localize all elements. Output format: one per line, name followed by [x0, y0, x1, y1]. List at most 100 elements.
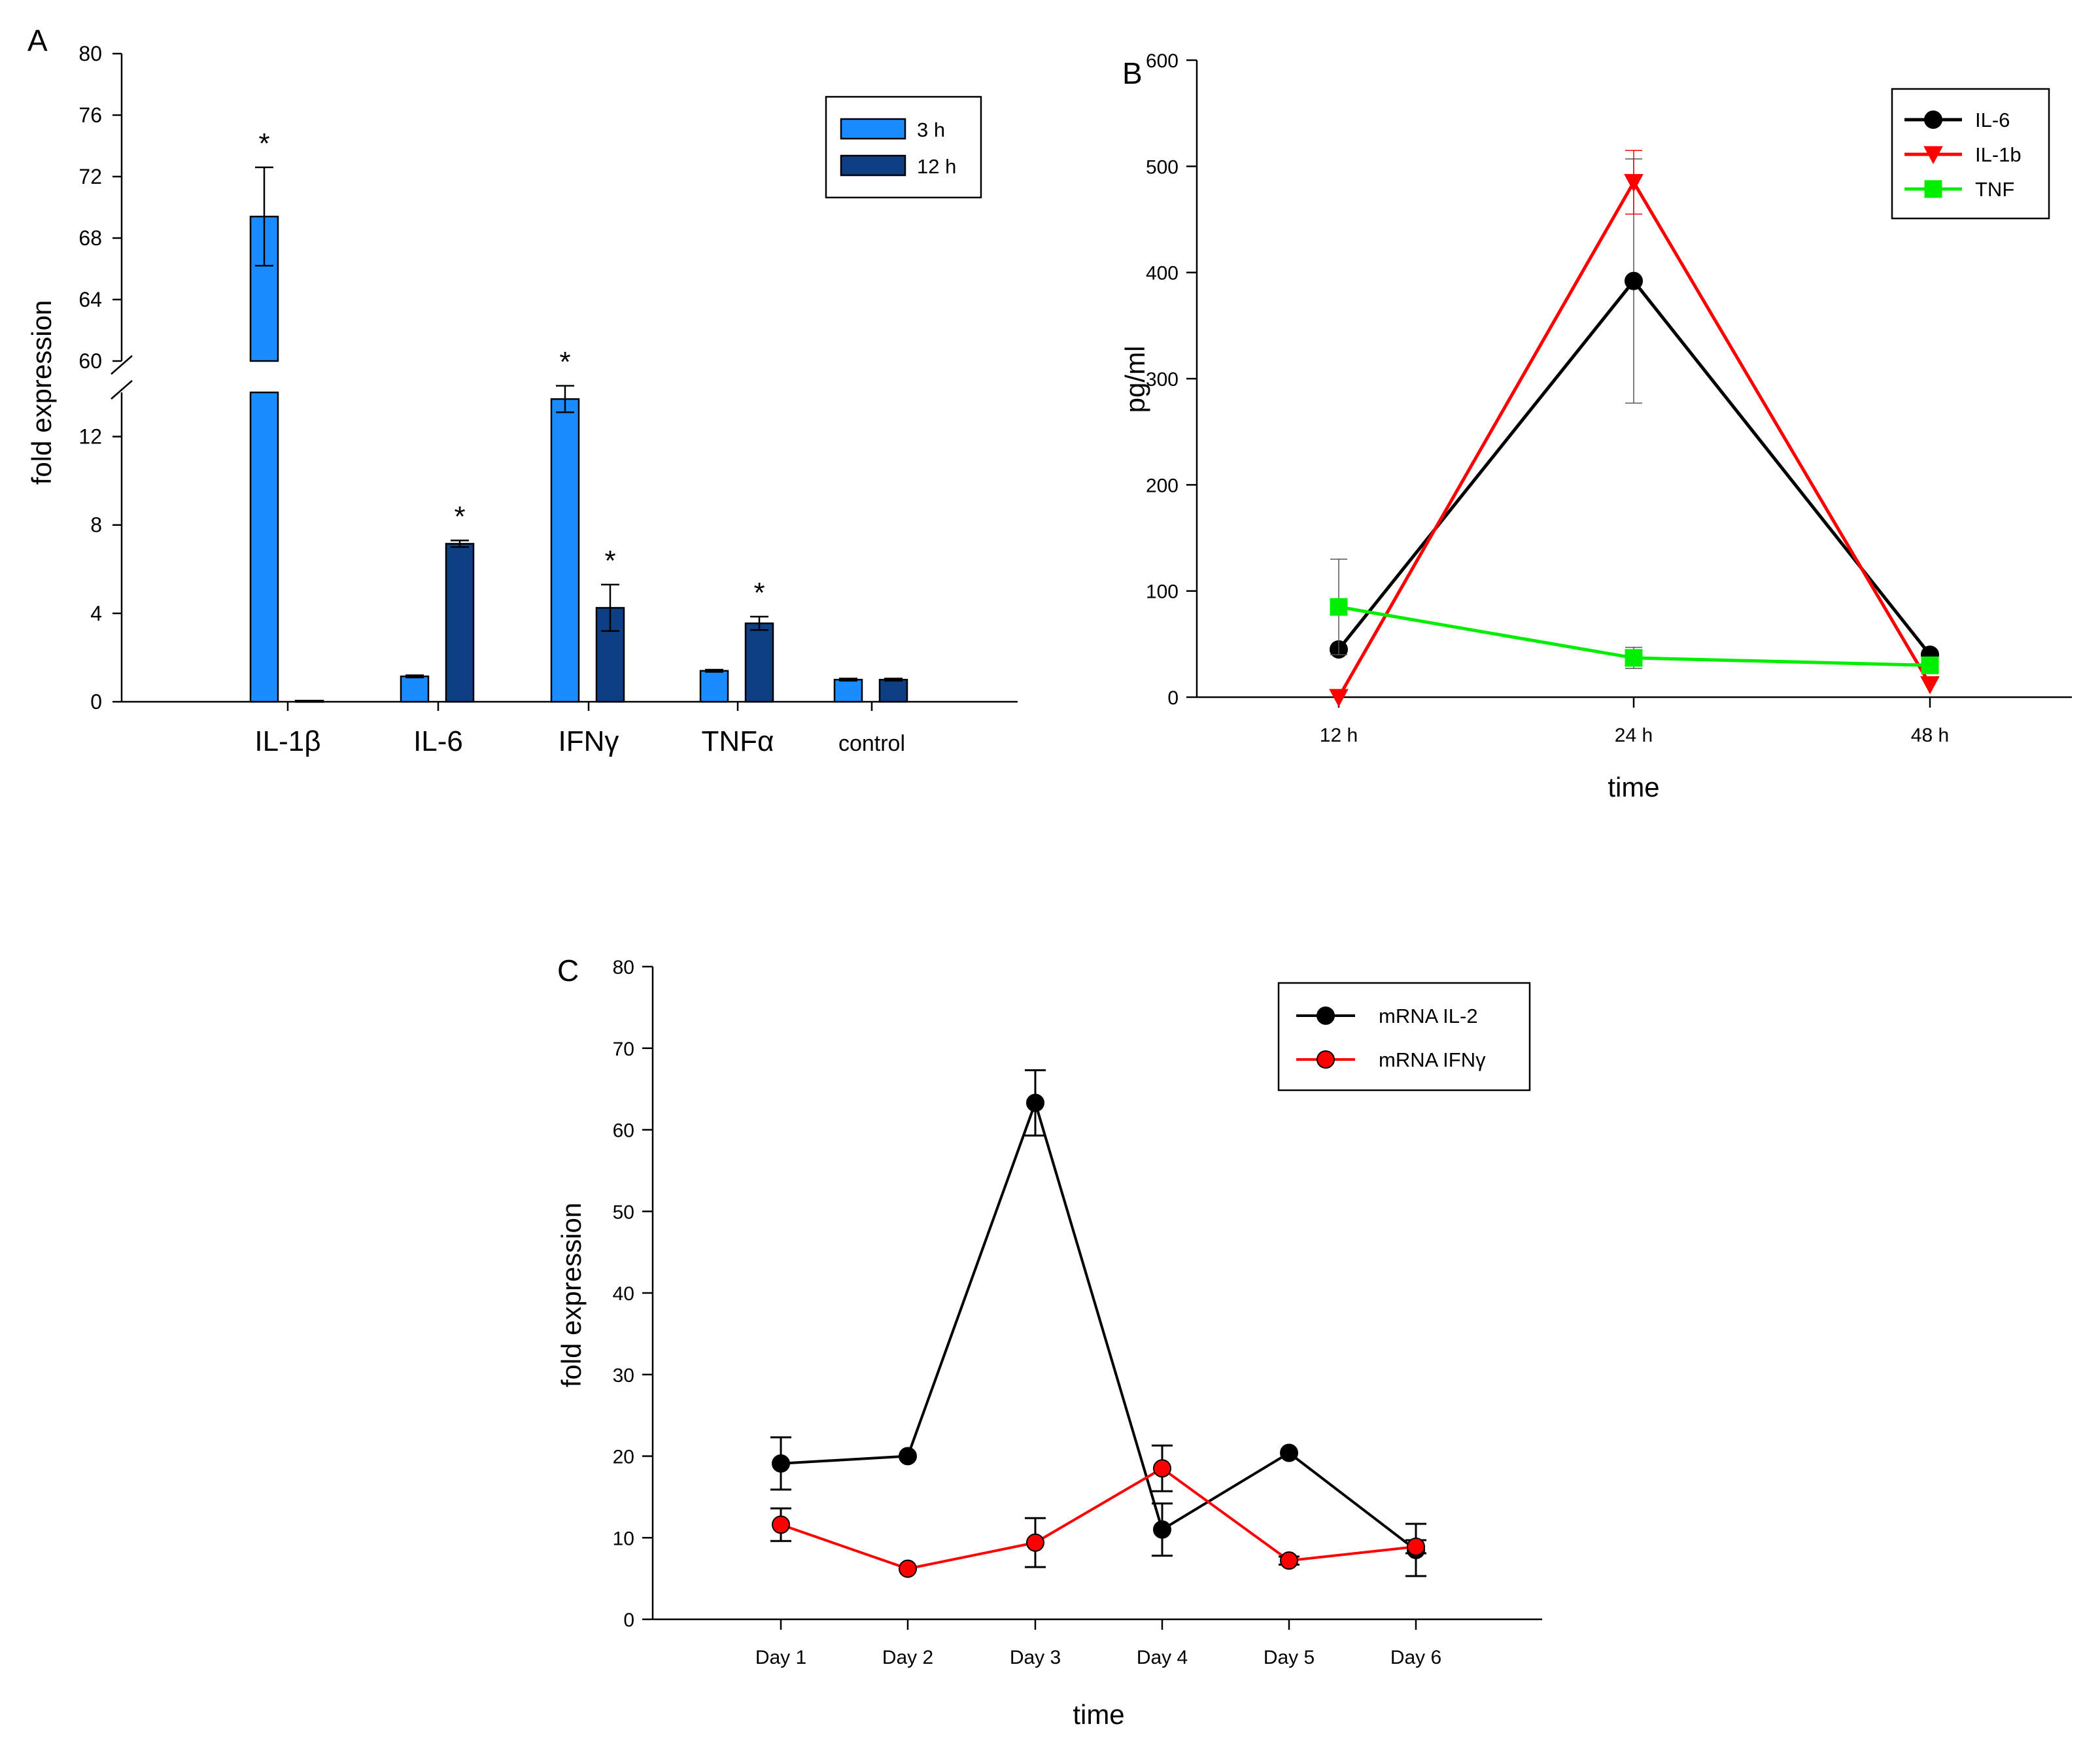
data-point-mRNA-IFNγ [1153, 1459, 1171, 1478]
data-point-IL-1b [1624, 174, 1644, 192]
bar-12h [294, 700, 324, 703]
series-line-IL-1b [1337, 179, 1932, 698]
bar-3h [400, 675, 430, 703]
data-point-mRNA-IFNγ [1026, 1533, 1044, 1552]
legend-swatch [840, 118, 906, 140]
significance-marker: * [559, 346, 570, 378]
y-tick-label: 68 [78, 226, 102, 250]
data-point-mRNA-IL-2 [1280, 1443, 1298, 1462]
y-tick-label: 400 [1146, 263, 1179, 284]
y-tick-label: 100 [1146, 581, 1179, 603]
panel-label-c: C [557, 954, 579, 988]
y-tick-label: 500 [1146, 156, 1179, 178]
y-tick-label: 4 [90, 602, 102, 625]
y-tick-label: 60 [78, 349, 102, 373]
x-tick-label: Day 3 [1010, 1647, 1061, 1668]
data-point-IL-1b [1329, 689, 1349, 708]
y-axis-label: fold expression [26, 300, 57, 485]
data-point-TNF [1625, 649, 1643, 667]
legend-label: TNF [1975, 178, 2014, 201]
y-tick-label: 20 [613, 1447, 634, 1468]
legend-swatch [840, 154, 906, 177]
bar-3h [699, 670, 729, 703]
y-tick-label: 0 [90, 690, 102, 714]
x-tick-label: control [838, 731, 905, 756]
legend-label: 12 h [917, 155, 956, 178]
x-tick-label: Day 4 [1137, 1647, 1188, 1668]
data-point-IL-6 [1625, 271, 1643, 290]
legend-marker [1923, 146, 1943, 165]
y-tick-label: 10 [613, 1528, 634, 1549]
data-point-TNF [1921, 656, 1939, 674]
bar-3h [550, 398, 580, 703]
legend-box [825, 95, 982, 199]
legend-label: mRNA IL-2 [1379, 1005, 1478, 1027]
data-point-mRNA-IFNγ [1280, 1551, 1298, 1570]
legend-b: IL-6 IL-1b TNF [1891, 88, 2050, 220]
x-tick-label: Day 2 [882, 1647, 933, 1668]
y-axis-label: pg/ml [1120, 346, 1150, 413]
y-tick-label: 80 [613, 957, 634, 978]
x-tick-label: 24 h [1615, 725, 1653, 746]
y-tick-label: 600 [1146, 50, 1179, 72]
bar-12h [744, 622, 774, 703]
series-line-mRNA-IFNγ [780, 1466, 1417, 1570]
y-tick-label: 72 [78, 165, 102, 188]
y-axis-label: fold expression [556, 1203, 587, 1388]
y-tick-label: 70 [613, 1039, 634, 1060]
legend-marker [1924, 180, 1942, 198]
data-point-TNF [1330, 598, 1348, 616]
significance-marker: * [753, 577, 765, 609]
legend-label: 3 h [917, 118, 945, 141]
data-point-IL-1b [1920, 676, 1940, 695]
bar-3h-lower-segment [249, 391, 279, 703]
y-tick-label: 8 [90, 513, 102, 537]
data-point-mRNA-IFNγ [1407, 1537, 1425, 1556]
x-tick-label: IL-1β [254, 725, 320, 757]
bar-12h [445, 543, 475, 703]
legend-marker [1317, 1007, 1335, 1025]
y-tick-label: 40 [613, 1283, 634, 1305]
y-tick-label: 60 [613, 1120, 634, 1142]
significance-marker: * [454, 500, 465, 532]
y-tick-label: 12 [78, 425, 102, 449]
x-axis-label: time [1608, 772, 1659, 802]
significance-marker: * [258, 128, 269, 160]
y-tick-label: 300 [1146, 369, 1179, 390]
legend-label: IL-6 [1975, 109, 2010, 131]
x-tick-label: 48 h [1911, 725, 1949, 746]
series-line-IL-6 [1337, 278, 1931, 656]
y-tick-label: 64 [78, 288, 102, 311]
legend-marker [1317, 1050, 1335, 1069]
panel-b-line-chart: B 0 100 200 300 400 500 600 12 h 24 h 48 h time pg/m… [1120, 50, 2072, 802]
panel-label-a: A [27, 24, 48, 58]
significance-marker: * [604, 545, 615, 577]
x-tick-label: 12 h [1320, 725, 1358, 746]
legend-marker [1924, 111, 1942, 129]
x-tick-label: TNFα [702, 725, 774, 757]
legend-box [1277, 982, 1531, 1092]
y-tick-label: 76 [78, 103, 102, 127]
legend-label: IL-1b [1975, 143, 2022, 166]
series-line-mRNA-IL-2 [780, 1098, 1417, 1551]
y-tick-label: 30 [613, 1365, 634, 1386]
data-point-mRNA-IFNγ [772, 1515, 790, 1534]
y-tick-label: 0 [1167, 687, 1179, 709]
y-tick-label: 0 [623, 1610, 634, 1631]
panel-c-line-chart: C 0 10 20 30 40 50 60 70 80 Day 1 Day 2 Day 3 Day 4 Da… [556, 954, 1542, 1730]
x-tick-label: IL-6 [413, 725, 463, 757]
panel-a-bar-chart: A 60 64 68 72 76 80 0 4 8 12 fold expression IL-1β IL… [26, 24, 1018, 757]
legend-a: 3 h 12 h [825, 95, 982, 199]
panel-label-b: B [1122, 56, 1143, 90]
y-tick-label: 200 [1146, 475, 1179, 496]
data-point-mRNA-IL-2 [899, 1447, 917, 1466]
axis-break-mark-lower [111, 380, 133, 400]
y-tick-label: 80 [78, 42, 102, 65]
x-axis-label: time [1073, 1699, 1124, 1730]
x-tick-label: Day 5 [1264, 1647, 1315, 1668]
bar-12h [878, 678, 908, 703]
x-tick-label: IFNγ [559, 725, 619, 757]
data-point-mRNA-IL-2 [772, 1454, 790, 1473]
data-point-mRNA-IL-2 [1026, 1093, 1044, 1112]
